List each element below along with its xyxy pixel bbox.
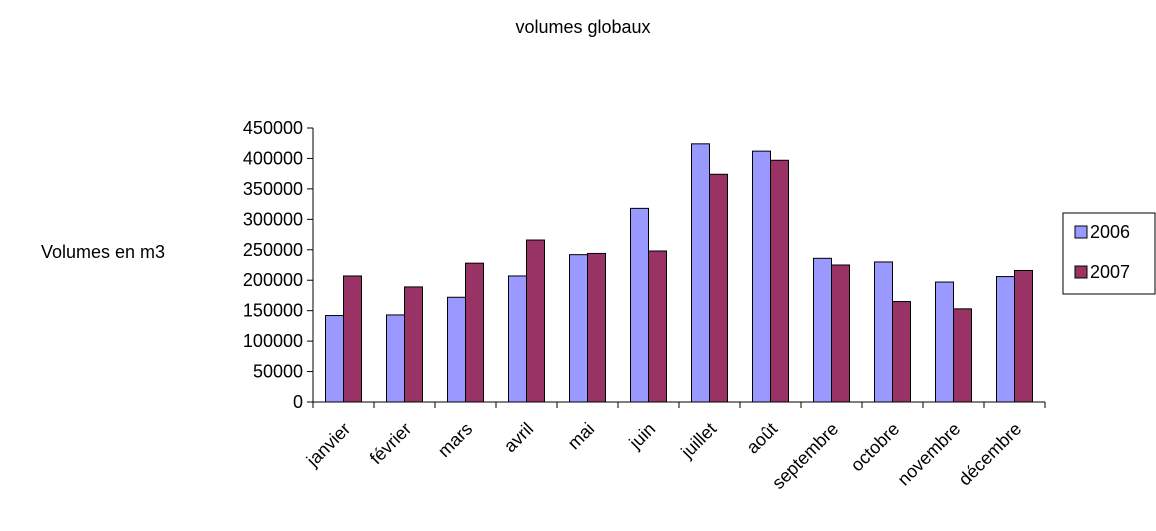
bar-2007-avril	[526, 239, 545, 403]
bar-2006-novembre	[935, 281, 954, 403]
x-tick-label: mai	[564, 419, 599, 454]
bar-2007-février	[404, 286, 423, 403]
bar-2007-août	[770, 159, 789, 403]
bar-2006-juin	[630, 207, 649, 403]
bar-2006-août	[752, 150, 771, 403]
x-tick-label: juillet	[676, 419, 720, 463]
bar-2007-juin	[648, 250, 667, 403]
bar-2007-janvier	[343, 275, 362, 403]
bar-2006-juillet	[691, 143, 710, 403]
bar-2006-décembre	[996, 276, 1015, 403]
bar-2006-septembre	[813, 257, 832, 403]
x-tick-label: septembre	[768, 419, 842, 493]
legend-label-2006: 2006	[1090, 222, 1130, 242]
y-tick-label: 200000	[243, 270, 303, 290]
plot-area: 0 50000 100000 150000 200000 250000 300000 3500…	[243, 118, 1046, 493]
legend-swatch-2007	[1074, 265, 1088, 279]
x-tick-label: avril	[500, 419, 537, 456]
bar-2006-janvier	[325, 315, 344, 403]
bar-2007-novembre	[953, 308, 972, 403]
y-tick-label: 400000	[243, 148, 303, 168]
x-tick-label: décembre	[955, 419, 1026, 490]
bar-2006-avril	[508, 275, 527, 403]
legend-label-2007: 2007	[1090, 262, 1130, 282]
bar-2007-décembre	[1014, 269, 1033, 403]
x-tick-label: novembre	[894, 419, 965, 490]
y-tick-label: 250000	[243, 240, 303, 260]
legend-swatch-2006	[1074, 225, 1088, 239]
y-tick-label: 450000	[243, 118, 303, 138]
bar-2007-mai	[587, 252, 606, 403]
x-tick-label: août	[742, 419, 781, 458]
x-tick-label: mars	[434, 419, 476, 461]
y-tick-label: 0	[293, 392, 303, 412]
chart-title: volumes globaux	[515, 17, 650, 37]
bar-2007-juillet	[709, 173, 728, 403]
bar-2006-mai	[569, 254, 588, 403]
bar-2006-octobre	[874, 261, 893, 403]
bar-2006-mars	[447, 296, 466, 403]
x-tick-label: juin	[625, 419, 660, 454]
y-tick-label: 300000	[243, 209, 303, 229]
bar-2007-mars	[465, 262, 484, 403]
bar-2007-octobre	[892, 301, 911, 403]
x-tick-label: janvier	[302, 419, 354, 471]
x-tick-label: octobre	[847, 419, 904, 476]
x-tick-label: février	[366, 419, 416, 469]
y-tick-label: 100000	[243, 331, 303, 351]
legend: 2006 2007	[1062, 212, 1156, 295]
bar-2007-septembre	[831, 264, 850, 403]
y-axis-label: Volumes en m3	[41, 242, 165, 262]
y-tick-label: 150000	[243, 301, 303, 321]
y-tick-label: 50000	[253, 362, 303, 382]
bar-2006-février	[386, 314, 405, 403]
y-tick-label: 350000	[243, 179, 303, 199]
